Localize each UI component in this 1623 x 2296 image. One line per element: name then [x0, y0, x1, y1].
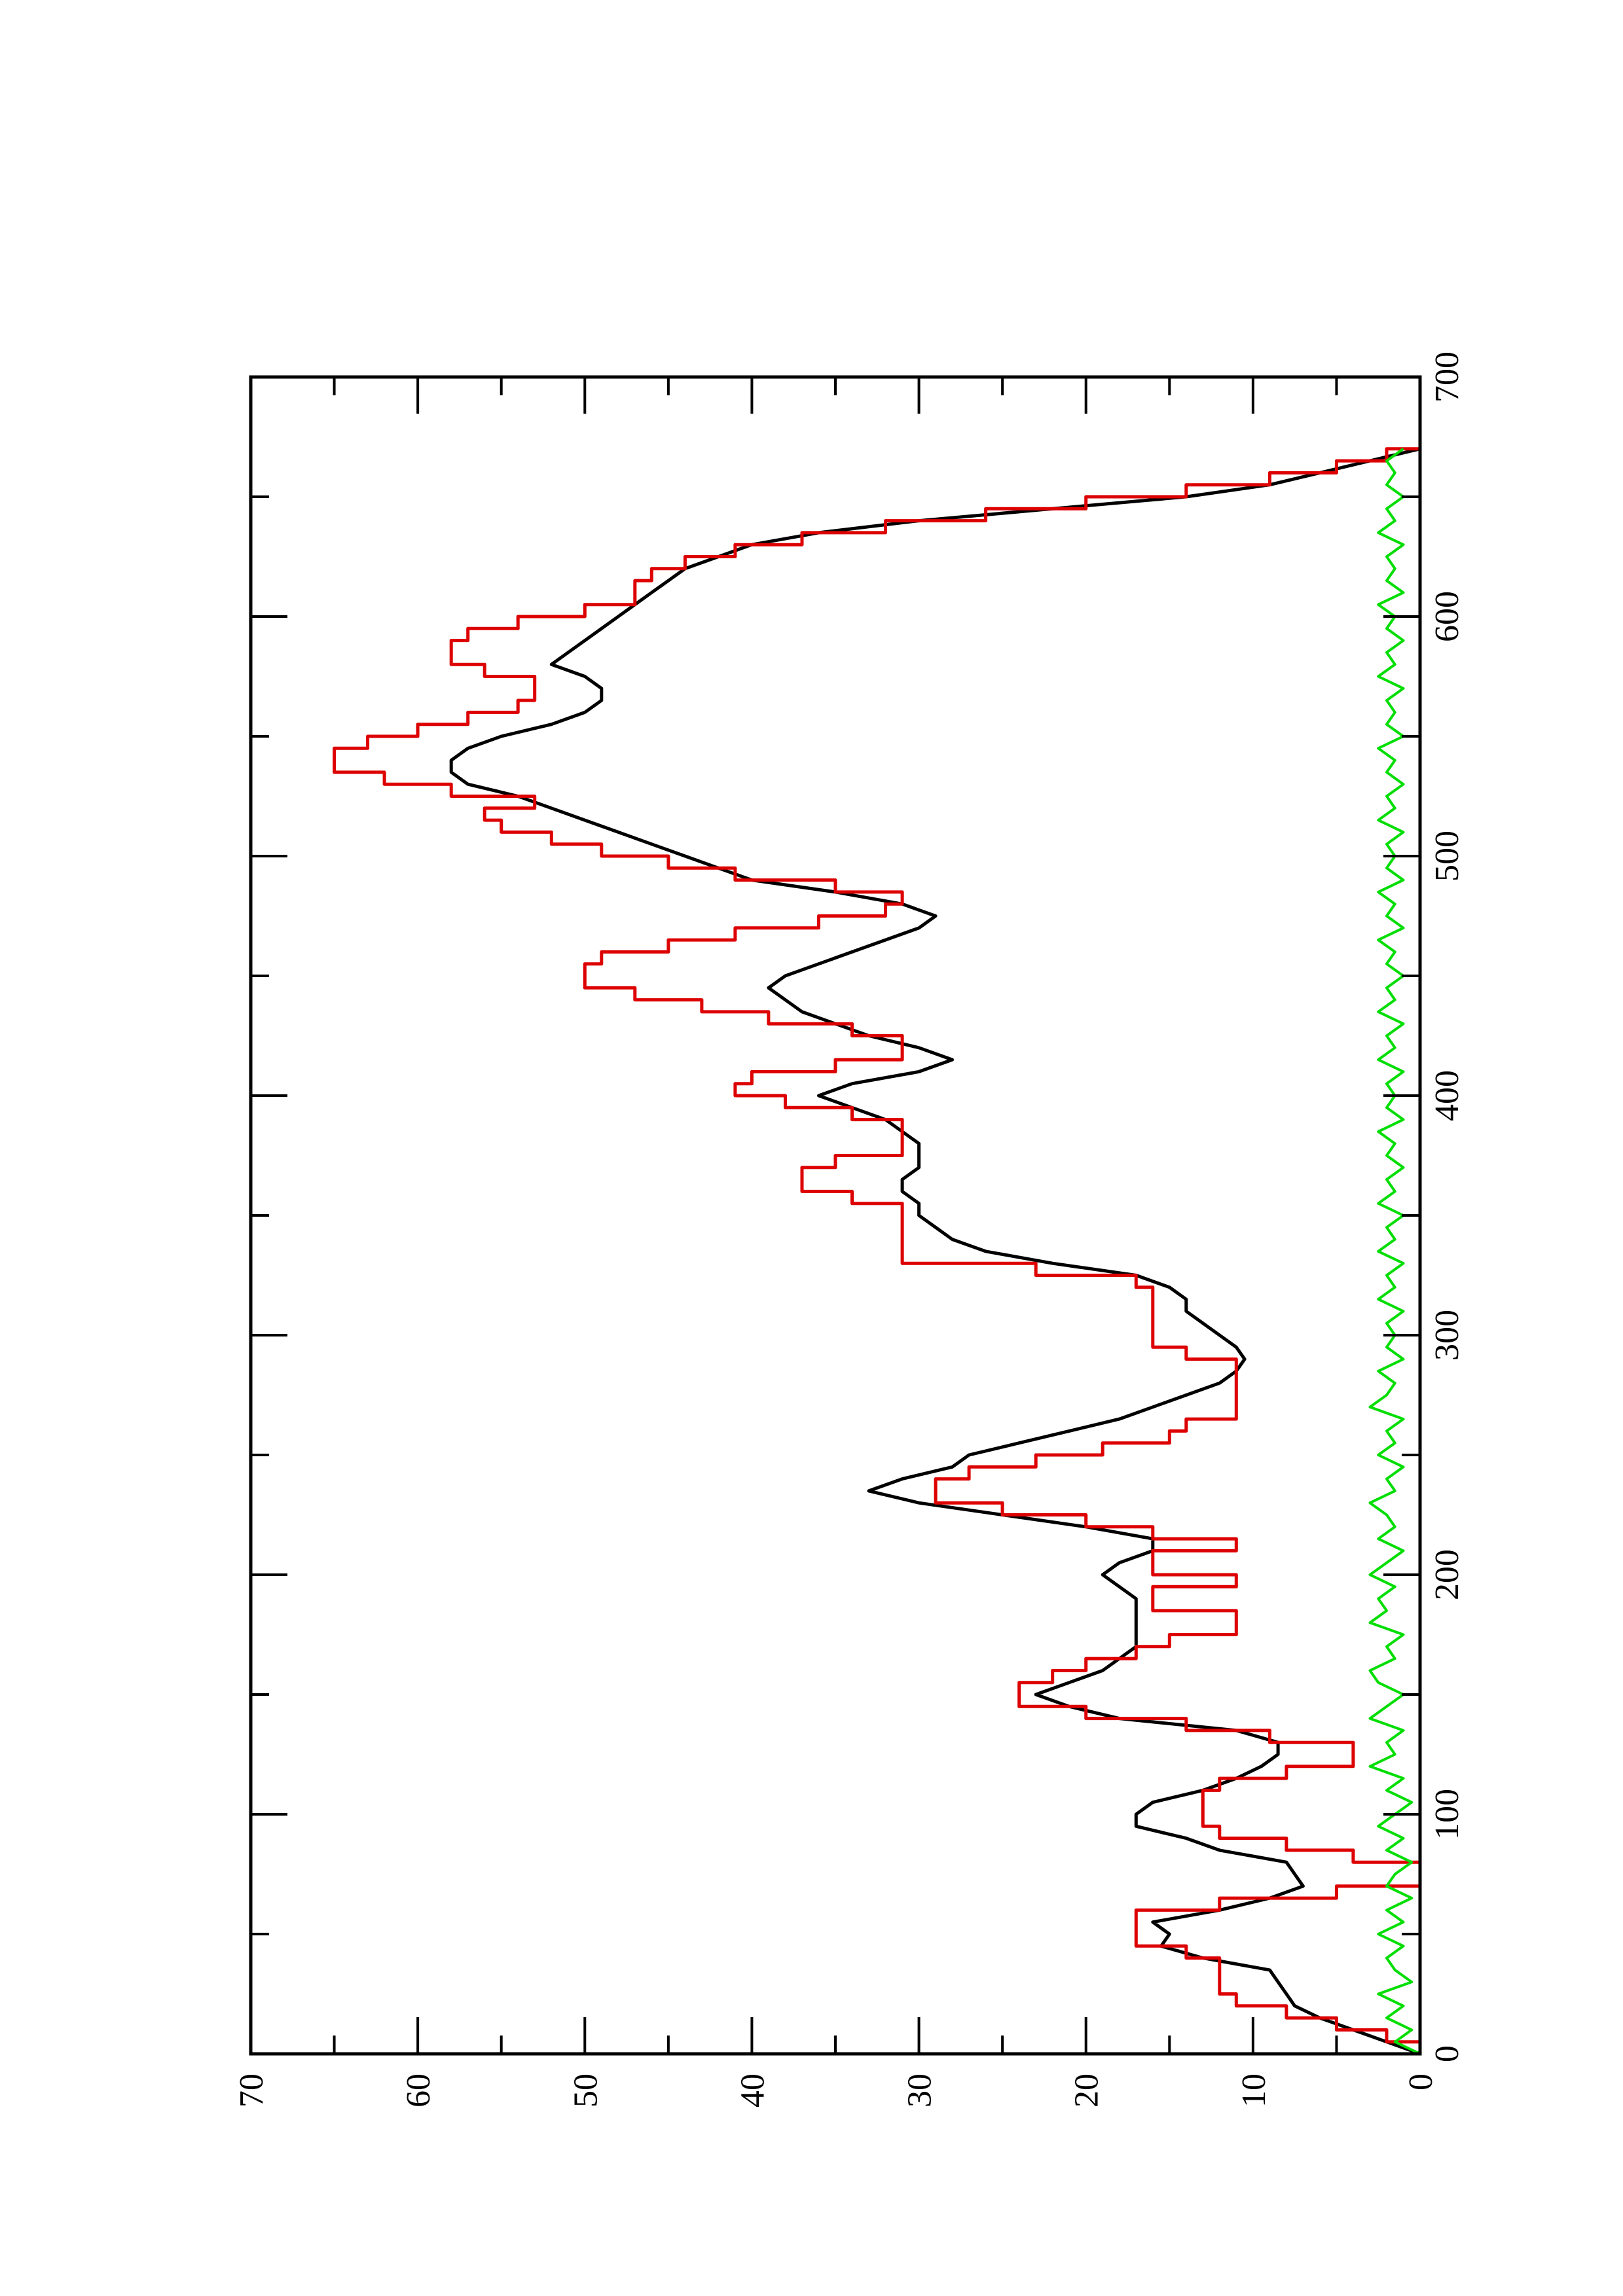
- ticks-layer: [249, 376, 1421, 2055]
- y-tick-label: 40: [734, 2073, 771, 2108]
- x-tick-label: 200: [1429, 1549, 1466, 1600]
- series-line-2: [333, 447, 1422, 2054]
- x-tick-label: 700: [1429, 351, 1466, 403]
- x-tick-label: 600: [1429, 591, 1466, 642]
- x-tick-label: 0: [1429, 2045, 1466, 2062]
- y-tick-label: 70: [233, 2073, 270, 2108]
- x-tick-label: 100: [1429, 1789, 1466, 1840]
- y-tick-label: 0: [1402, 2073, 1440, 2090]
- y-tick-label: 60: [400, 2073, 437, 2108]
- series-line-3: [1368, 448, 1421, 2055]
- x-tick-label: 500: [1429, 831, 1466, 882]
- y-tick-label: 50: [567, 2073, 604, 2108]
- x-tick-label: 400: [1429, 1070, 1466, 1121]
- series-layer: [333, 447, 1422, 2056]
- y-tick-label: 30: [902, 2073, 939, 2108]
- labels-layer: 0 100 200 300 400 500 600 700 0 10 20 30 40 50 60 70: [233, 351, 1466, 2108]
- x-tick-label: 300: [1429, 1310, 1466, 1361]
- plot-frame: [249, 375, 1422, 2056]
- y-tick-label: 10: [1235, 2073, 1273, 2108]
- y-tick-label: 20: [1068, 2073, 1106, 2108]
- series-line-1: [449, 447, 1421, 2056]
